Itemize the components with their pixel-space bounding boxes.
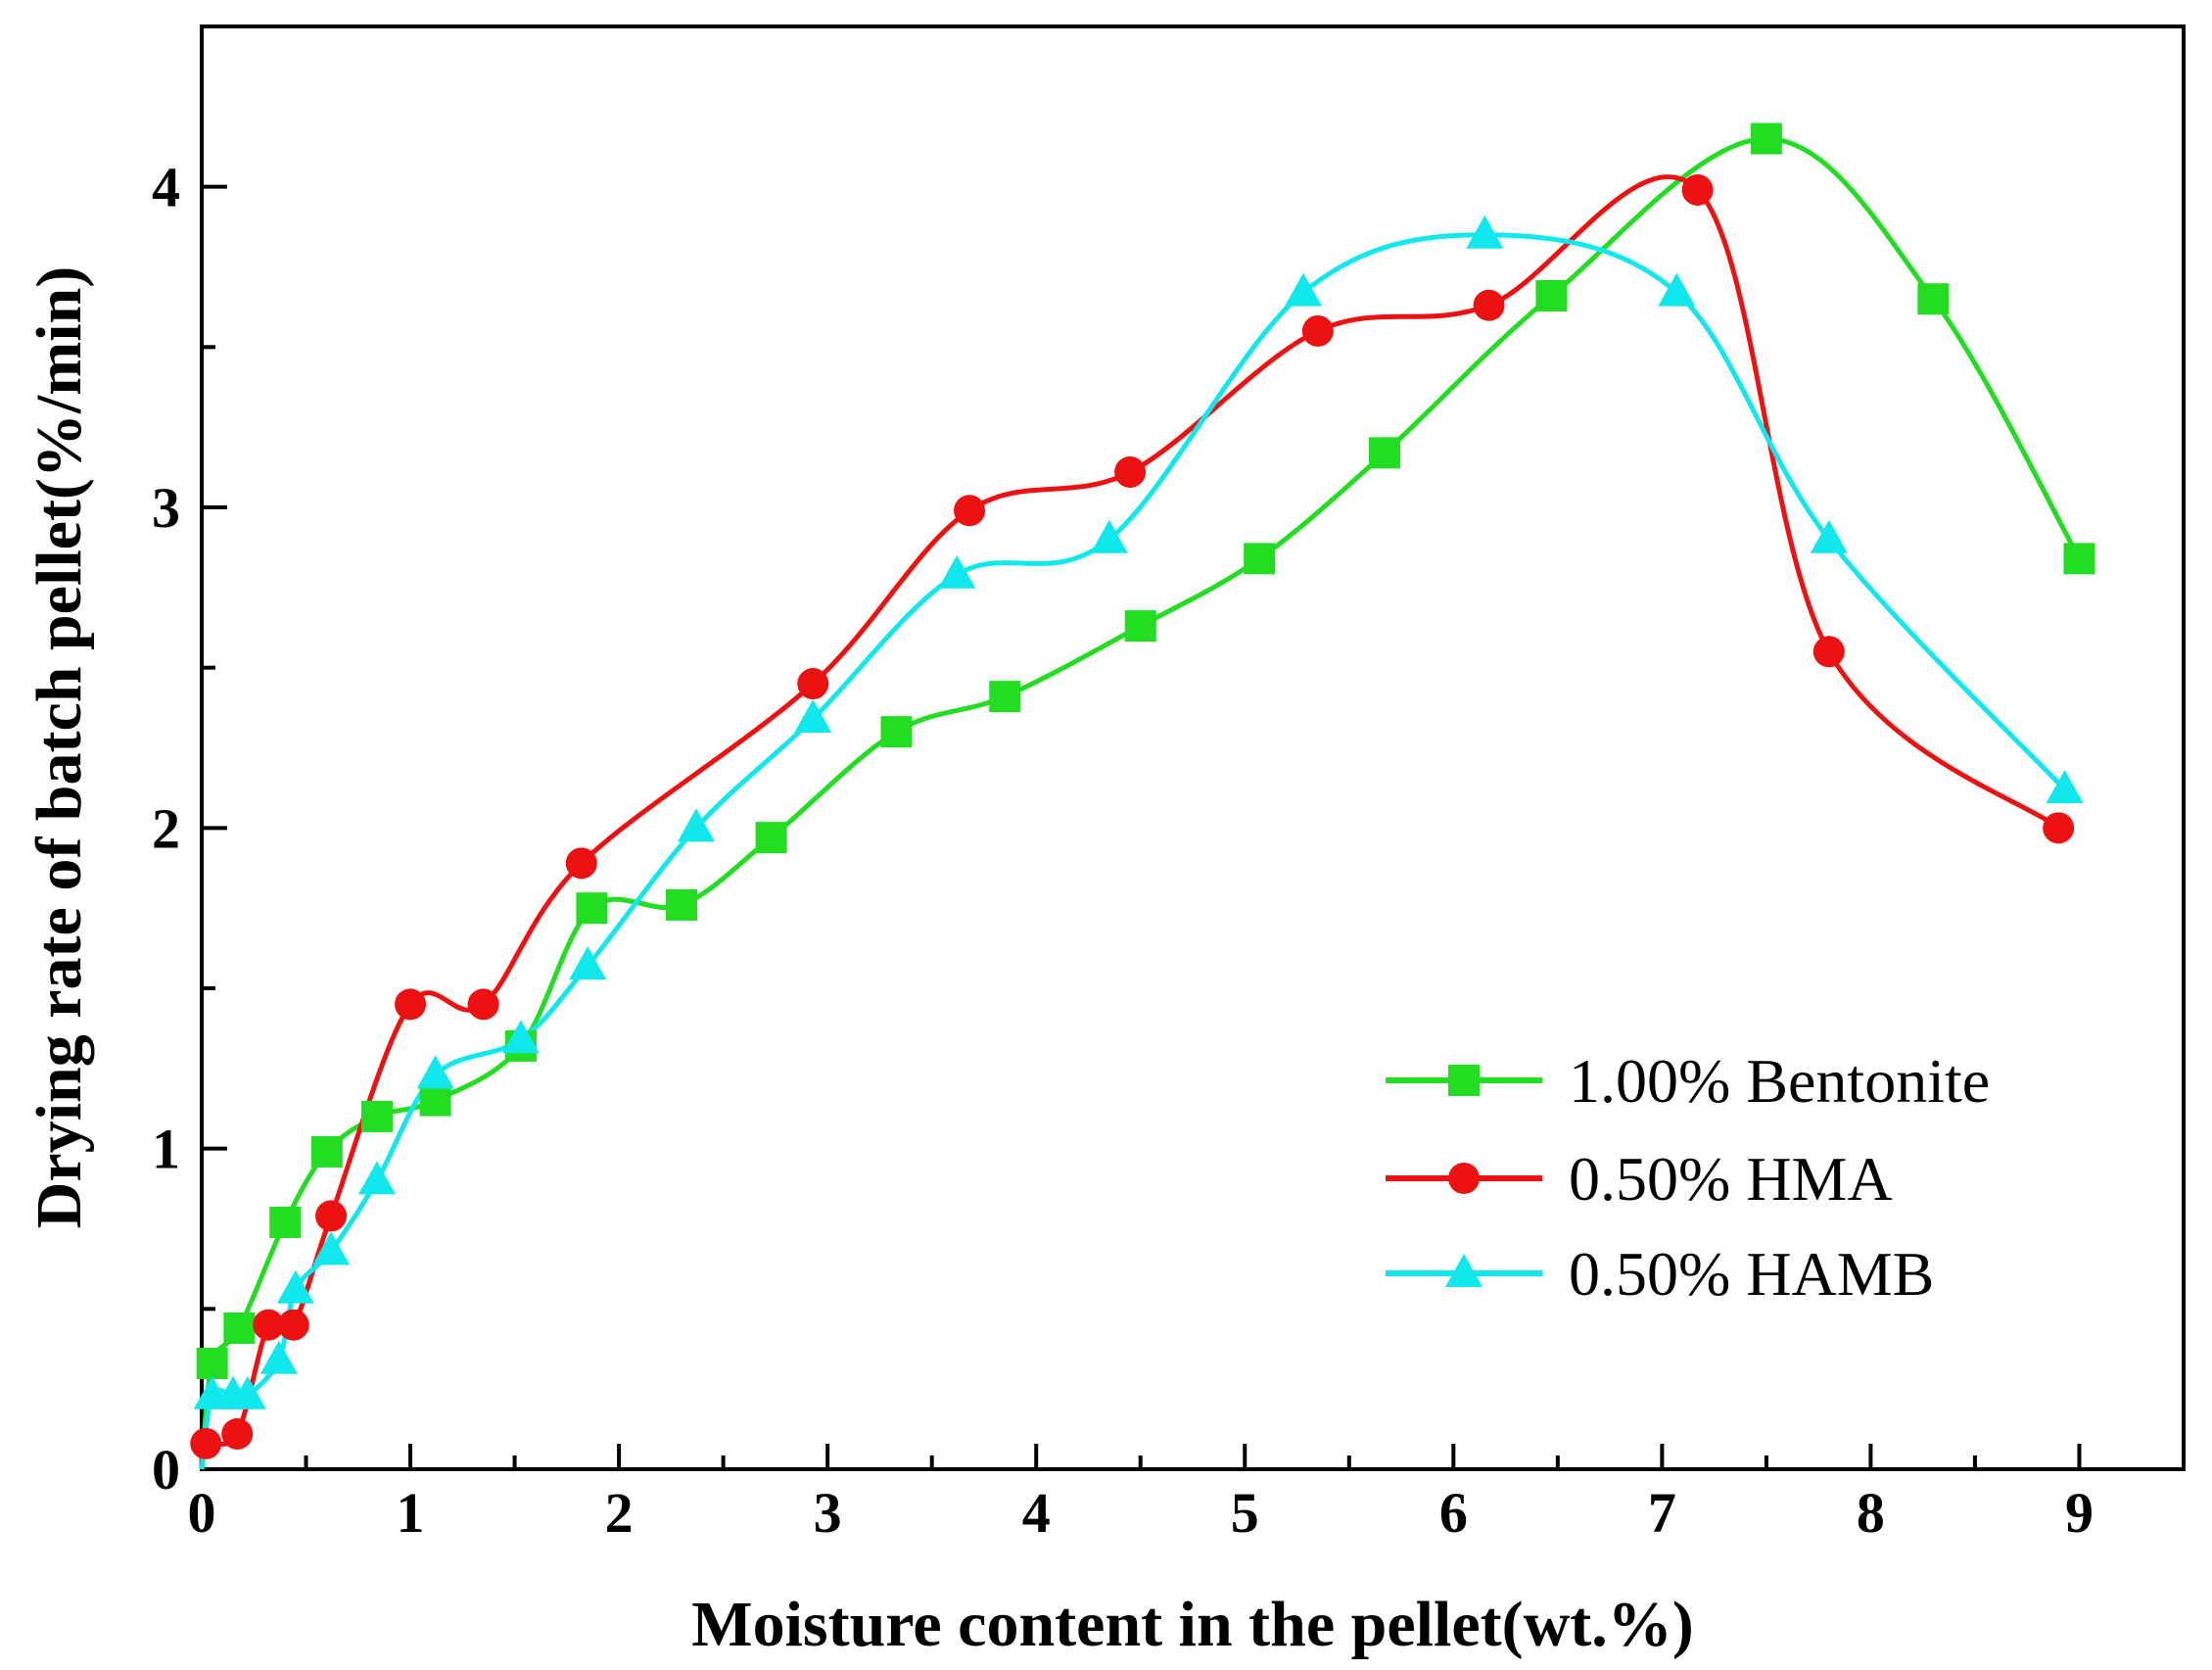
data-point-square xyxy=(1750,122,1782,155)
data-point-triangle xyxy=(228,1375,266,1409)
data-point-square xyxy=(269,1206,302,1238)
data-point-circle xyxy=(1301,314,1334,347)
legend-label-circle: 0.50% HMA xyxy=(1569,1144,1893,1214)
data-point-square xyxy=(1124,610,1156,643)
data-point-circle xyxy=(1473,289,1505,321)
x-tick-label: 3 xyxy=(814,1481,842,1545)
data-point-triangle xyxy=(677,808,715,842)
data-point-triangle xyxy=(2046,770,2084,804)
data-point-triangle xyxy=(1810,519,1848,553)
data-point-square xyxy=(576,892,608,925)
x-tick-label: 1 xyxy=(397,1481,425,1545)
data-point-circle xyxy=(277,1309,309,1341)
data-point-square xyxy=(2063,543,2095,575)
x-tick-label: 2 xyxy=(605,1481,634,1545)
data-point-square xyxy=(360,1100,393,1132)
data-point-square xyxy=(1917,283,1950,315)
data-point-circle xyxy=(1114,455,1147,488)
x-tick-label: 9 xyxy=(2065,1481,2094,1545)
y-tick-label: 0 xyxy=(152,1438,180,1502)
data-point-triangle xyxy=(259,1340,298,1374)
data-point-triangle xyxy=(357,1161,396,1195)
x-tick-label: 6 xyxy=(1439,1481,1468,1545)
data-point-circle xyxy=(797,668,829,700)
data-point-triangle xyxy=(1090,519,1128,553)
data-point-circle xyxy=(190,1427,222,1459)
plot-frame xyxy=(200,24,2186,1471)
data-point-square xyxy=(666,888,698,921)
x-tick-label: 4 xyxy=(1022,1481,1051,1545)
x-tick-label: 8 xyxy=(1857,1481,1885,1545)
data-point-triangle xyxy=(569,946,607,980)
data-point-square xyxy=(1369,437,1401,469)
legend-marker-circle xyxy=(1448,1163,1480,1194)
data-point-circle xyxy=(1681,173,1714,206)
legend: 1.00% Bentonite 0.50% HMA 0.50% HAMB xyxy=(1386,1046,1990,1309)
data-point-triangle xyxy=(1466,215,1504,249)
data-point-square xyxy=(880,716,913,748)
series-markers xyxy=(190,122,2095,1459)
data-point-square xyxy=(223,1312,256,1344)
data-point-square xyxy=(1535,279,1568,311)
legend-label-square: 1.00% Bentonite xyxy=(1569,1046,1990,1116)
x-tick-label: 5 xyxy=(1231,1481,1259,1545)
data-point-triangle xyxy=(938,554,976,589)
legend-marker-square xyxy=(1448,1065,1480,1096)
data-point-square xyxy=(755,822,787,854)
data-point-square xyxy=(1244,543,1276,575)
x-tick-label: 7 xyxy=(1648,1481,1676,1545)
y-tick-label: 4 xyxy=(152,156,180,219)
data-point-triangle xyxy=(276,1269,314,1304)
data-point-circle xyxy=(1812,636,1845,668)
data-point-circle xyxy=(315,1200,348,1232)
data-point-triangle xyxy=(1284,272,1322,307)
x-axis-title: Moisture content in the pellet(wt.%) xyxy=(691,1589,1693,1660)
legend-marker-triangle xyxy=(1445,1254,1483,1287)
legend-label-triangle: 0.50% HAMB xyxy=(1569,1239,1934,1309)
data-point-triangle xyxy=(416,1055,454,1089)
data-point-triangle xyxy=(501,1020,540,1054)
data-point-circle xyxy=(395,988,427,1021)
data-point-square xyxy=(196,1347,228,1379)
data-point-triangle xyxy=(1658,272,1696,307)
data-point-square xyxy=(419,1084,451,1117)
axis-ticks xyxy=(200,24,2186,1471)
x-tick-label: 0 xyxy=(188,1481,216,1545)
y-tick-label: 1 xyxy=(152,1118,180,1181)
y-axis-title: Drying rate of batch pellet(%/min) xyxy=(24,266,95,1229)
data-point-square xyxy=(989,681,1021,713)
data-point-triangle xyxy=(312,1231,351,1265)
y-tick-label: 3 xyxy=(152,476,180,540)
data-point-circle xyxy=(2043,812,2075,844)
data-point-circle xyxy=(565,847,597,880)
data-point-circle xyxy=(467,988,499,1021)
data-point-square xyxy=(310,1135,343,1168)
data-point-circle xyxy=(221,1417,254,1450)
data-point-circle xyxy=(954,495,986,527)
tick-labels: 0 1 2 3 4 5 6 7 8 9 0 1 2 3 4 xyxy=(152,156,2094,1545)
y-tick-label: 2 xyxy=(152,796,180,860)
data-point-triangle xyxy=(794,699,832,734)
data-point-circle xyxy=(253,1309,285,1341)
